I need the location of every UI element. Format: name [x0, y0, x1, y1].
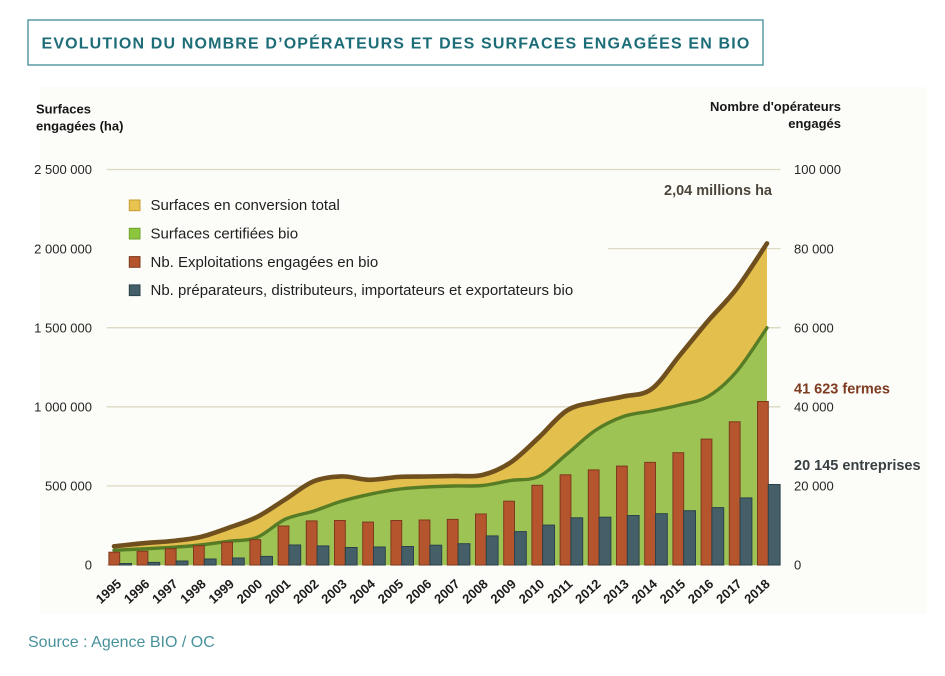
- svg-text:Nombre d'opérateurs: Nombre d'opérateurs: [710, 99, 841, 114]
- svg-text:1 000 000: 1 000 000: [34, 400, 92, 415]
- svg-text:80 000: 80 000: [794, 241, 834, 256]
- svg-text:engagées (ha): engagées (ha): [36, 119, 123, 134]
- svg-text:2,04 millions ha: 2,04 millions ha: [664, 183, 773, 199]
- svg-text:Nb. Exploitations engagées en: Nb. Exploitations engagées en bio: [151, 254, 379, 271]
- svg-text:EVOLUTION DU NOMBRE D’OPÉRATEU: EVOLUTION DU NOMBRE D’OPÉRATEURS ET DES …: [42, 34, 751, 53]
- svg-text:1 500 000: 1 500 000: [34, 320, 92, 335]
- svg-text:60 000: 60 000: [794, 320, 834, 335]
- svg-text:engagés: engagés: [788, 116, 841, 131]
- svg-text:2 500 000: 2 500 000: [34, 162, 92, 177]
- svg-text:500 000: 500 000: [45, 479, 92, 494]
- svg-text:0: 0: [794, 558, 801, 573]
- svg-text:0: 0: [85, 558, 92, 573]
- svg-text:Surfaces en conversion total: Surfaces en conversion total: [151, 197, 340, 214]
- svg-text:20 000: 20 000: [794, 479, 834, 494]
- svg-text:Nb. préparateurs, distributeur: Nb. préparateurs, distributeurs, importa…: [151, 282, 574, 299]
- svg-text:20 145 entreprises: 20 145 entreprises: [794, 458, 921, 474]
- svg-text:41 623 fermes: 41 623 fermes: [794, 382, 890, 398]
- svg-text:100 000: 100 000: [794, 162, 841, 177]
- svg-text:2 000 000: 2 000 000: [34, 241, 92, 256]
- svg-text:Surfaces certifiées bio: Surfaces certifiées bio: [151, 226, 299, 243]
- svg-text:Surfaces: Surfaces: [36, 102, 91, 117]
- svg-text:Source : Agence BIO / OC: Source : Agence BIO / OC: [28, 634, 215, 651]
- svg-text:40 000: 40 000: [794, 400, 834, 415]
